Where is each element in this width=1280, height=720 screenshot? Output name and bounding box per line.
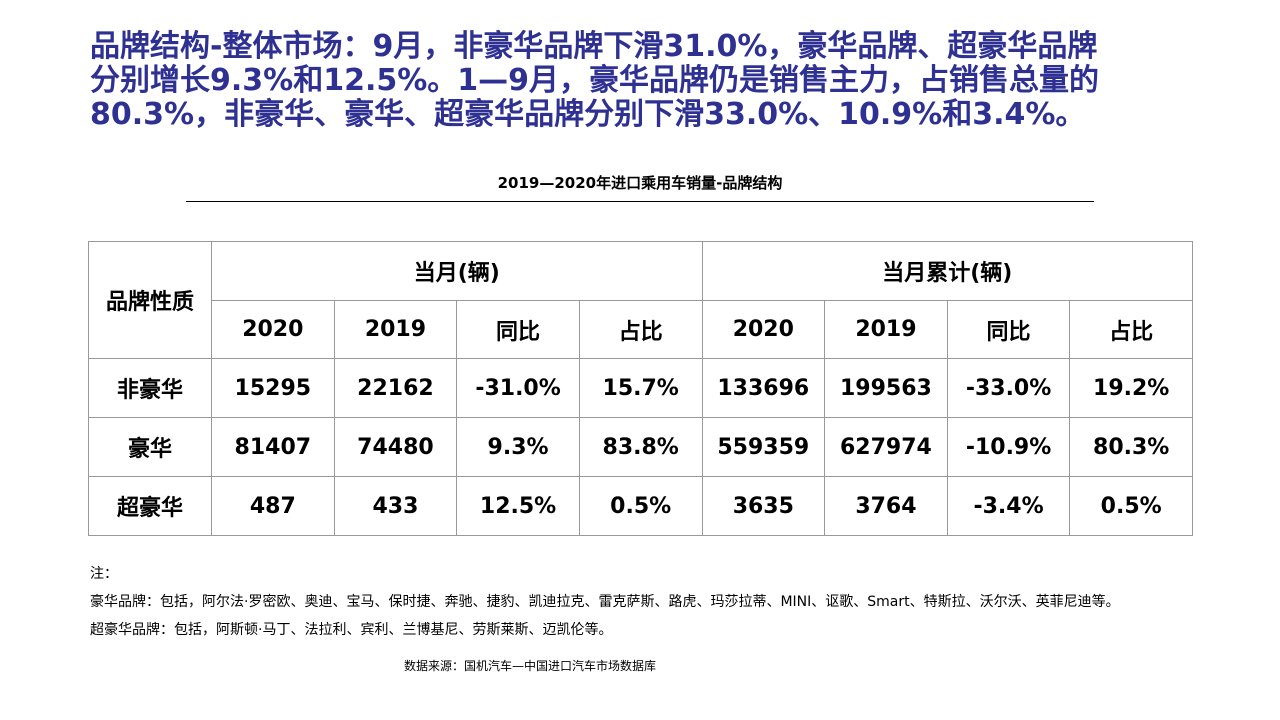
cell: 0.5% [1069,476,1193,536]
cell: 83.8% [578,417,703,477]
group-header: 当月累计(辆) [701,241,1193,301]
subheader: 2020 [211,300,335,359]
cell: 3635 [701,476,826,536]
subheader: 同比 [946,300,1071,359]
note-line: 超豪华品牌：包括，阿斯顿·马丁、法拉利、宾利、兰博基尼、劳斯莱斯、迈凯伦等。 [90,622,613,638]
cell: 74480 [333,417,458,477]
group-header: 当月(辆) [211,241,703,301]
row-header: 豪华 [88,417,212,477]
row-header: 超豪华 [88,476,212,536]
cell: -31.0% [456,358,580,418]
cell: 12.5% [456,476,580,536]
header-row: 2020 2019 同比 占比 2020 2019 同比 占比 [89,300,1193,359]
cell: 80.3% [1069,417,1193,477]
cell: 81407 [211,417,335,477]
subheader: 同比 [456,300,580,359]
headline-line: 分别增长9.3%和12.5%。1—9月，豪华品牌仍是销售主力，占销售总量的 [90,63,1100,98]
subheader: 占比 [1069,300,1193,359]
cell: 15.7% [578,358,703,418]
data-row: 非豪华 15295 22162 -31.0% 15.7% 133696 199563 -33.… [88,358,1193,418]
subheader: 2019 [333,300,458,359]
caption-rule [186,201,1094,202]
cell: 22162 [333,358,458,418]
subheader: 占比 [578,300,703,359]
cell: -3.4% [946,476,1071,536]
source: 数据来源：国机汽车—中国进口汽车市场数据库 [403,659,656,673]
cell: 199563 [824,358,948,418]
cell: 9.3% [456,417,580,477]
note-line: 豪华品牌：包括，阿尔法·罗密欧、奥迪、宝马、保时捷、奔驰、捷豹、凯迪拉克、雷克萨… [90,594,1120,610]
cell: 559359 [701,417,826,477]
cell: 133696 [701,358,826,418]
data-row: 豪华 81407 74480 9.3% 83.8% 559359 627974 -10.9% 8… [88,417,1193,477]
notes: 注： 豪华品牌：包括，阿尔法·罗密欧、奥迪、宝马、保时捷、奔驰、捷豹、凯迪拉克、雷… [90,560,1120,644]
cell: 487 [211,476,335,536]
cell: 433 [333,476,458,536]
cell: -33.0% [946,358,1071,418]
cell: 627974 [824,417,948,477]
header-row: 品牌性质 当月(辆) 当月累计(辆) [88,241,1193,359]
table-caption: 2019—2020年进口乘用车销量-品牌结构 [497,174,783,192]
cell: 19.2% [1069,358,1193,418]
note-line: 注： [90,566,118,582]
subheader: 2020 [701,300,826,359]
data-table: 品牌性质 当月(辆) 当月累计(辆) 2020 2019 同比 占比 2020 2019 同比 占比… [88,241,1193,536]
headline-line: 80.3%，非豪华、豪华、超豪华品牌分别下滑33.0%、10.9%和3.4%。 [90,97,1086,132]
headline: 品牌结构-整体市场：9月，非豪华品牌下滑31.0%，豪华品牌、超豪华品牌 分别增长… [90,30,1270,132]
cell: -10.9% [946,417,1071,477]
subheader: 2019 [824,300,948,359]
headline-line: 品牌结构-整体市场：9月，非豪华品牌下滑31.0%，豪华品牌、超豪华品牌 [90,29,1098,64]
cell: 0.5% [578,476,703,536]
data-row: 超豪华 487 433 12.5% 0.5% 3635 3764 -3.4% 0.5% [88,476,1193,536]
row-header: 非豪华 [88,358,212,418]
cell: 3764 [824,476,948,536]
header-cell: 品牌性质 [88,241,212,359]
cell: 15295 [211,358,335,418]
